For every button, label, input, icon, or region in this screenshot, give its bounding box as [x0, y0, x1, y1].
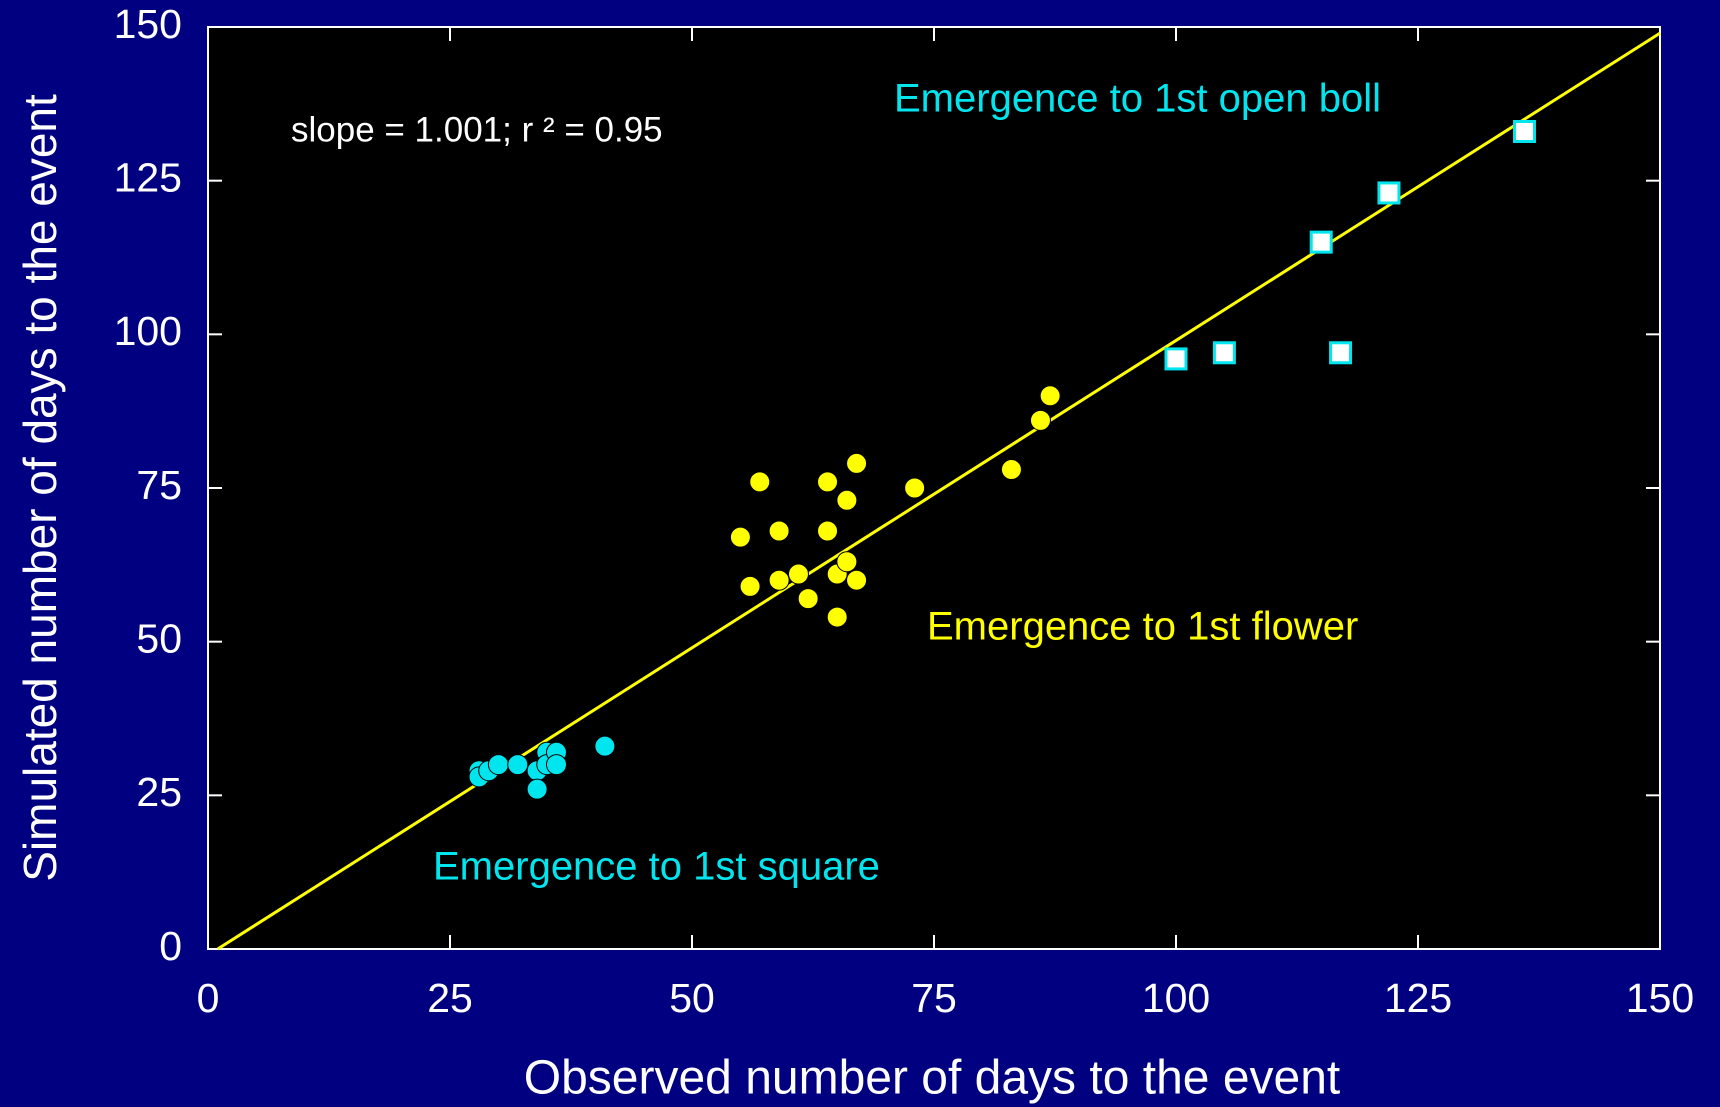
y-tick-label: 125 — [114, 154, 182, 200]
point — [846, 569, 868, 591]
x-tick-label: 125 — [1384, 975, 1452, 1021]
point — [507, 754, 529, 776]
point — [1329, 341, 1353, 365]
point — [817, 471, 839, 493]
point — [1164, 347, 1188, 371]
annotation: slope = 1.001; r ² = 0.95 — [291, 110, 663, 149]
point — [836, 551, 858, 573]
point — [487, 754, 509, 776]
point — [846, 452, 868, 474]
x-tick-label: 25 — [427, 975, 473, 1021]
x-axis-title: Observed number of days to the event — [524, 1052, 1340, 1105]
point — [826, 606, 848, 628]
point — [836, 489, 858, 511]
y-tick-label: 75 — [136, 462, 182, 508]
point — [1512, 119, 1536, 143]
point — [768, 520, 790, 542]
x-tick-label: 75 — [911, 975, 957, 1021]
point — [729, 526, 751, 548]
point — [1000, 459, 1022, 481]
point — [545, 754, 567, 776]
point — [817, 520, 839, 542]
point — [904, 477, 926, 499]
y-tick-label: 150 — [114, 1, 182, 47]
point — [787, 563, 809, 585]
y-tick-label: 50 — [136, 615, 182, 661]
x-tick-label: 50 — [669, 975, 715, 1021]
series-label: Emergence to 1st square — [433, 845, 880, 889]
point — [749, 471, 771, 493]
point — [739, 575, 761, 597]
point — [797, 588, 819, 610]
point — [768, 569, 790, 591]
plot-area — [207, 26, 1661, 950]
y-tick-label: 100 — [114, 308, 182, 354]
y-axis-title: Simulated number of days to the event — [14, 94, 66, 882]
point — [1029, 409, 1051, 431]
x-tick-label: 100 — [1142, 975, 1210, 1021]
x-tick-label: 0 — [197, 975, 220, 1021]
series-label: Emergence to 1st flower — [927, 605, 1358, 649]
point — [526, 778, 548, 800]
fit-line — [216, 31, 1661, 951]
x-tick-label: 150 — [1626, 975, 1694, 1021]
y-tick-label: 0 — [159, 923, 182, 969]
point — [1309, 230, 1333, 254]
point — [1377, 181, 1401, 205]
point — [1039, 385, 1061, 407]
point — [594, 735, 616, 757]
y-tick-label: 25 — [136, 769, 182, 815]
series-label: Emergence to 1st open boll — [894, 77, 1381, 121]
point — [1212, 341, 1236, 365]
